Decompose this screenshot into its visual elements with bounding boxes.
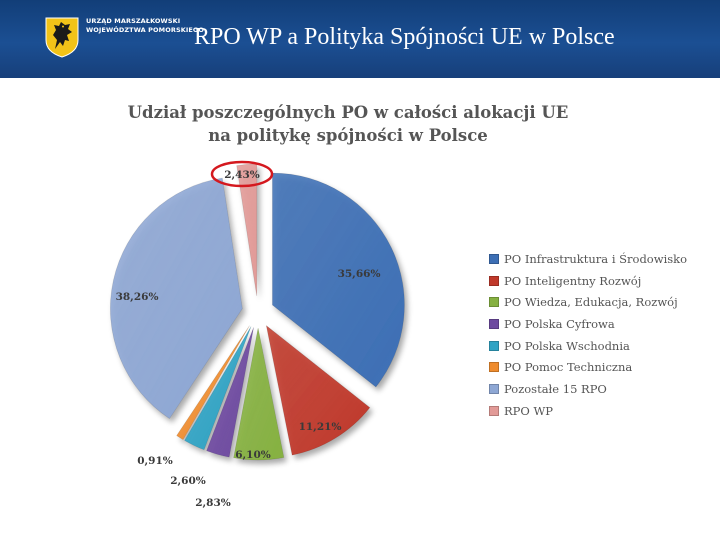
legend-swatch — [489, 275, 499, 286]
pie-slice — [176, 325, 250, 441]
legend-label: PO Polska Wschodnia — [504, 338, 630, 353]
pie-value-label: 2,43% — [224, 169, 260, 181]
pie-value-label: 0,91% — [137, 455, 173, 467]
pie-value-label: 11,21% — [299, 421, 342, 433]
chart-title-line2: na politykę spójności w Polsce — [208, 126, 488, 145]
pie-value-label: 6,10% — [235, 449, 271, 461]
legend-item: PO Wiedza, Edukacja, Rozwój — [489, 291, 687, 313]
pie-slice — [184, 326, 252, 451]
pie-slice — [110, 177, 243, 420]
legend-label: RPO WP — [504, 403, 554, 418]
pie-slice — [233, 327, 285, 461]
legend-swatch — [489, 253, 499, 264]
legend-item: PO Polska Wschodnia — [489, 335, 687, 357]
chart-title-line1: Udział poszczególnych PO w całości aloka… — [127, 103, 569, 122]
legend-swatch — [489, 297, 499, 308]
legend-label: PO Inteligentny Rozwój — [504, 273, 642, 288]
pie-slice — [272, 172, 405, 388]
legend-label: Pozostałe 15 RPO — [504, 381, 607, 396]
legend-swatch — [489, 340, 499, 351]
highlight-circle — [210, 160, 274, 188]
legend-label: PO Polska Cyfrowa — [504, 316, 615, 331]
legend-item: RPO WP — [489, 400, 687, 422]
legend-label: PO Pomoc Techniczna — [504, 360, 633, 375]
griffin-coat-of-arms-icon — [45, 17, 79, 58]
pie-value-label: 2,60% — [170, 475, 206, 487]
pie-value-label: 38,26% — [116, 291, 159, 303]
pie-slice — [265, 324, 371, 456]
pie-value-label: 35,66% — [338, 268, 381, 280]
legend-item: Pozostałe 15 RPO — [489, 378, 687, 400]
legend-swatch — [489, 383, 499, 394]
legend-swatch — [489, 405, 499, 416]
chart-legend: PO Infrastruktura i Środowisko PO Intelig… — [489, 248, 687, 422]
slide-title: RPO WP a Polityka Spójności UE w Polsce — [194, 24, 615, 50]
organization-name-line1: URZĄD MARSZAŁKOWSKI — [86, 17, 181, 25]
pie-slice — [206, 327, 254, 458]
pie-value-label: 2,83% — [195, 497, 231, 509]
organization-name: URZĄD MARSZAŁKOWSKI WOJEWÓDZTWA POMORSKI… — [86, 17, 204, 35]
legend-swatch — [489, 318, 499, 329]
legend-label: PO Wiedza, Edukacja, Rozwój — [504, 295, 678, 310]
legend-item: PO Polska Cyfrowa — [489, 313, 687, 335]
legend-item: PO Infrastruktura i Środowisko — [489, 248, 687, 270]
legend-item: PO Pomoc Techniczna — [489, 356, 687, 378]
header-bar: URZĄD MARSZAŁKOWSKI WOJEWÓDZTWA POMORSKI… — [0, 0, 720, 78]
organization-name-line2: WOJEWÓDZTWA POMORSKIEGO — [86, 26, 204, 34]
chart-title: Udział poszczególnych PO w całości aloka… — [118, 101, 578, 147]
legend-item: PO Inteligentny Rozwój — [489, 270, 687, 292]
legend-swatch — [489, 362, 499, 373]
legend-label: PO Infrastruktura i Środowisko — [504, 251, 688, 266]
